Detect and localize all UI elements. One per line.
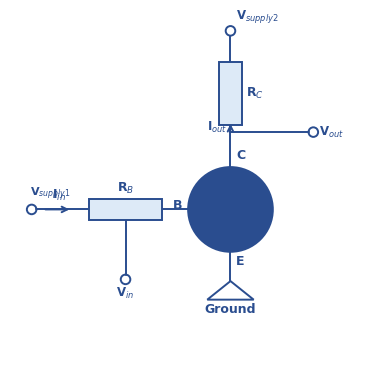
Text: R$_C$: R$_C$	[246, 86, 264, 101]
Text: V$_{supply1}$: V$_{supply1}$	[30, 186, 70, 202]
Text: V$_{supply2}$: V$_{supply2}$	[236, 8, 279, 25]
Text: R$_B$: R$_B$	[117, 181, 134, 196]
Text: V$_{in}$: V$_{in}$	[117, 286, 135, 301]
Text: V$_{out}$: V$_{out}$	[319, 125, 344, 139]
Text: Ground: Ground	[205, 303, 256, 316]
Text: I$_{out}$: I$_{out}$	[206, 120, 227, 135]
Text: E: E	[236, 256, 244, 269]
Bar	[219, 62, 242, 125]
Text: I$_{in}$: I$_{in}$	[52, 188, 66, 203]
Text: B: B	[173, 199, 183, 212]
Circle shape	[188, 167, 273, 252]
Bar	[89, 199, 162, 220]
Text: C: C	[236, 148, 245, 161]
